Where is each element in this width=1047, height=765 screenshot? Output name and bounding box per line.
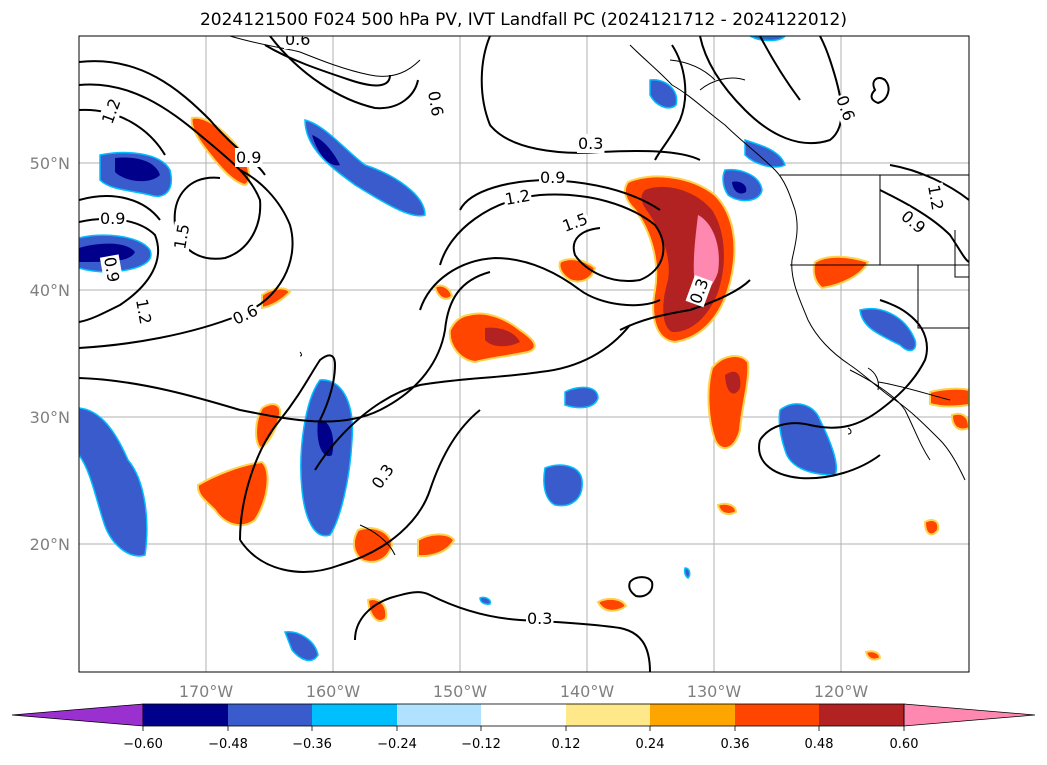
neg-blob [283, 631, 319, 662]
colorbar-tick-label: −0.24 [377, 737, 417, 752]
contour-label: 0.3 [527, 609, 552, 628]
colorbar-tick-label: −0.60 [123, 737, 163, 752]
neg-blob [564, 386, 599, 409]
colorbar-segment [397, 704, 481, 726]
pos-blob [261, 287, 292, 310]
colorbar-segment [566, 704, 650, 726]
colorbar-tick-label: −0.36 [292, 737, 332, 752]
pos-blob [929, 387, 969, 408]
lon-label: 150°W [433, 682, 488, 701]
neg-blob [115, 157, 160, 182]
lon-label: 120°W [814, 682, 869, 701]
pos-blob [923, 519, 940, 536]
colorbar-tick-label: 0.12 [552, 737, 581, 752]
contour-label: 1.2 [924, 183, 947, 211]
colorbar-tick-label: 0.36 [721, 737, 750, 752]
map-frame [78, 35, 970, 673]
pos-blob [485, 327, 520, 347]
pos-blob [417, 533, 456, 558]
pos-blob [864, 650, 882, 661]
contour-label: 0.3 [578, 134, 603, 153]
colorbar-tick-label: −0.12 [461, 737, 501, 752]
colorbar-segment [650, 704, 735, 726]
colorbar-tick-label: 0.60 [890, 737, 919, 752]
lon-label: 140°W [560, 682, 615, 701]
contour-label: 0.9 [236, 148, 261, 167]
colorbar-segment [228, 704, 312, 726]
contour-label: 1.2 [132, 297, 155, 325]
pos-blob [950, 412, 969, 431]
contour-label: 0.9 [540, 168, 565, 187]
pos-blob [725, 371, 741, 394]
colorbar-segment [819, 704, 904, 726]
neg-blob [79, 407, 148, 557]
colorbar-extend-max [903, 703, 1036, 727]
neg-blob [744, 138, 786, 168]
neg-blob [317, 419, 334, 457]
colorbar-segment [735, 704, 819, 726]
neg-blob [859, 308, 917, 352]
neg-blob [683, 567, 691, 579]
lon-label: 130°W [687, 682, 742, 701]
map-area: 0.3 0.3 0.3 0.3 0.6 0.6 0.6 0.6 0.9 0.9 … [79, 30, 969, 672]
neg-blob [732, 181, 747, 194]
latitude-labels: 50°N 40°N 30°N 20°N [30, 154, 70, 554]
pos-blob [716, 502, 738, 515]
neg-blob [543, 464, 583, 507]
colorbar: −0.60 −0.48 −0.36 −0.24 −0.12 0.12 0.24 … [11, 703, 1036, 752]
contour-label: 1.2 [503, 186, 531, 209]
contour-label: 0.6 [285, 30, 310, 49]
lon-label: 160°W [306, 682, 361, 701]
neg-blob [479, 596, 492, 605]
pos-blob [433, 284, 454, 300]
lon-label: 170°W [179, 682, 234, 701]
contour-labels: 0.3 0.3 0.3 0.3 0.6 0.6 0.6 0.6 0.9 0.9 … [97, 30, 948, 628]
lat-label: 50°N [30, 154, 70, 173]
colorbar-extend-min [11, 703, 144, 727]
lat-label: 40°N [30, 281, 70, 300]
pos-blob [352, 527, 394, 563]
neg-blob [649, 79, 678, 109]
negative-pc-shading [79, 36, 917, 662]
longitude-labels: 170°W 160°W 150°W 140°W 130°W 120°W [179, 682, 869, 701]
gridlines [79, 36, 969, 672]
coastlines [229, 36, 969, 556]
contour-label: 1.5 [170, 222, 193, 250]
neg-blob [79, 243, 135, 262]
neg-blob [304, 119, 426, 217]
lat-label: 20°N [30, 535, 70, 554]
map-title: 2024121500 F024 500 hPa PV, IVT Landfall… [199, 10, 847, 30]
pos-blob [596, 597, 628, 612]
colorbar-segment [143, 704, 228, 726]
colorbar-segment [481, 704, 566, 726]
lat-label: 30°N [30, 408, 70, 427]
contour-label: 0.9 [100, 209, 125, 228]
contour-label: 0.9 [100, 255, 123, 283]
contour-label: 0.6 [424, 89, 447, 117]
neg-blob [300, 379, 354, 537]
pos-blob [366, 598, 388, 622]
neg-blob [312, 135, 340, 166]
colorbar-tick-label: −0.48 [208, 737, 248, 752]
colorbar-segment [312, 704, 397, 726]
pos-blob [693, 215, 719, 291]
colorbar-tick-label: 0.48 [805, 737, 834, 752]
colorbar-tick-label: 0.24 [636, 737, 665, 752]
